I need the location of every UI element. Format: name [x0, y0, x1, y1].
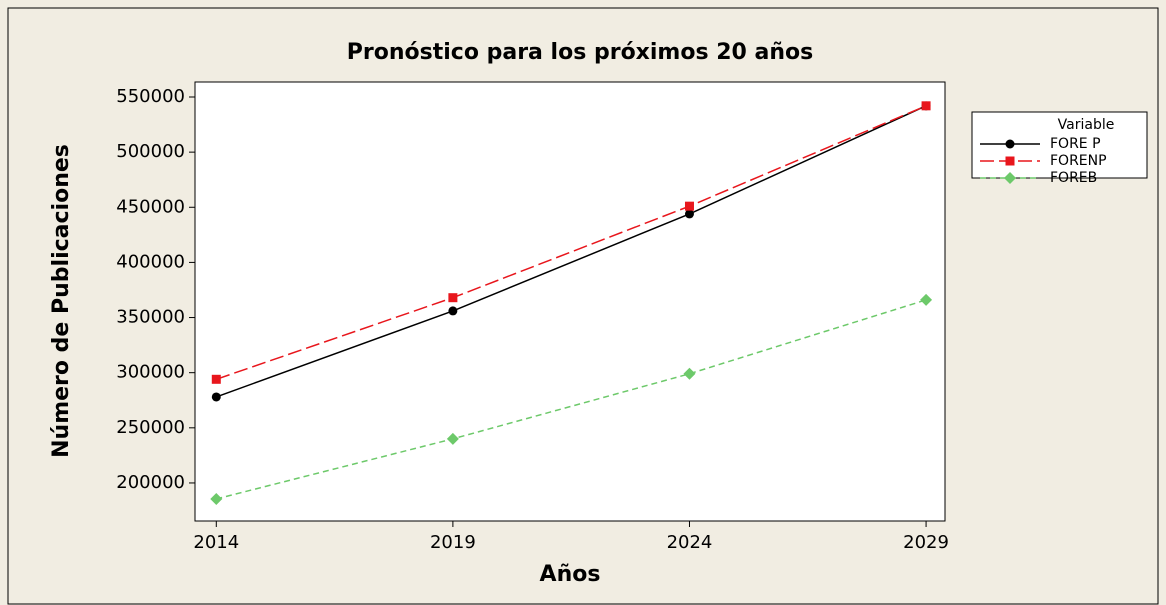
point [448, 306, 458, 316]
x-tick-label: 2014 [193, 532, 239, 553]
point [446, 432, 459, 445]
legend-marker [1004, 172, 1016, 184]
x-tick-label: 2019 [430, 532, 476, 553]
legend-label: FORE P [1050, 136, 1101, 152]
point [684, 209, 694, 219]
legend-label: FOREB [1050, 170, 1097, 186]
point [448, 293, 458, 303]
point [684, 201, 694, 211]
point [921, 101, 931, 111]
y-tick-label: 500000 [116, 141, 185, 162]
point [210, 492, 223, 505]
y-tick-label: 250000 [116, 417, 185, 438]
point [211, 374, 221, 384]
point [683, 367, 696, 380]
legend-marker [1005, 139, 1015, 149]
chart-title: Pronóstico para los próximos 20 años [347, 40, 813, 65]
y-tick-label: 200000 [116, 472, 185, 493]
series-line [216, 105, 927, 398]
x-tick-label: 2029 [903, 532, 949, 553]
y-tick-label: 450000 [116, 196, 185, 217]
x-axis-label: Años [540, 562, 601, 587]
point [211, 392, 221, 402]
y-tick-label: 400000 [116, 251, 185, 272]
legend-label: FORENP [1050, 153, 1107, 169]
plot-area [194, 81, 946, 522]
y-tick-label: 550000 [116, 86, 185, 107]
y-tick-label: 350000 [116, 307, 185, 328]
series-line [216, 299, 927, 500]
y-axis-label: Número de Publicaciones [49, 144, 74, 458]
legend [971, 111, 1148, 179]
y-tick-label: 300000 [116, 362, 185, 383]
legend-title: Variable [1058, 117, 1115, 133]
legend-marker [1005, 156, 1015, 166]
point [920, 293, 933, 306]
series-line [216, 105, 927, 381]
x-tick-label: 2024 [667, 532, 713, 553]
